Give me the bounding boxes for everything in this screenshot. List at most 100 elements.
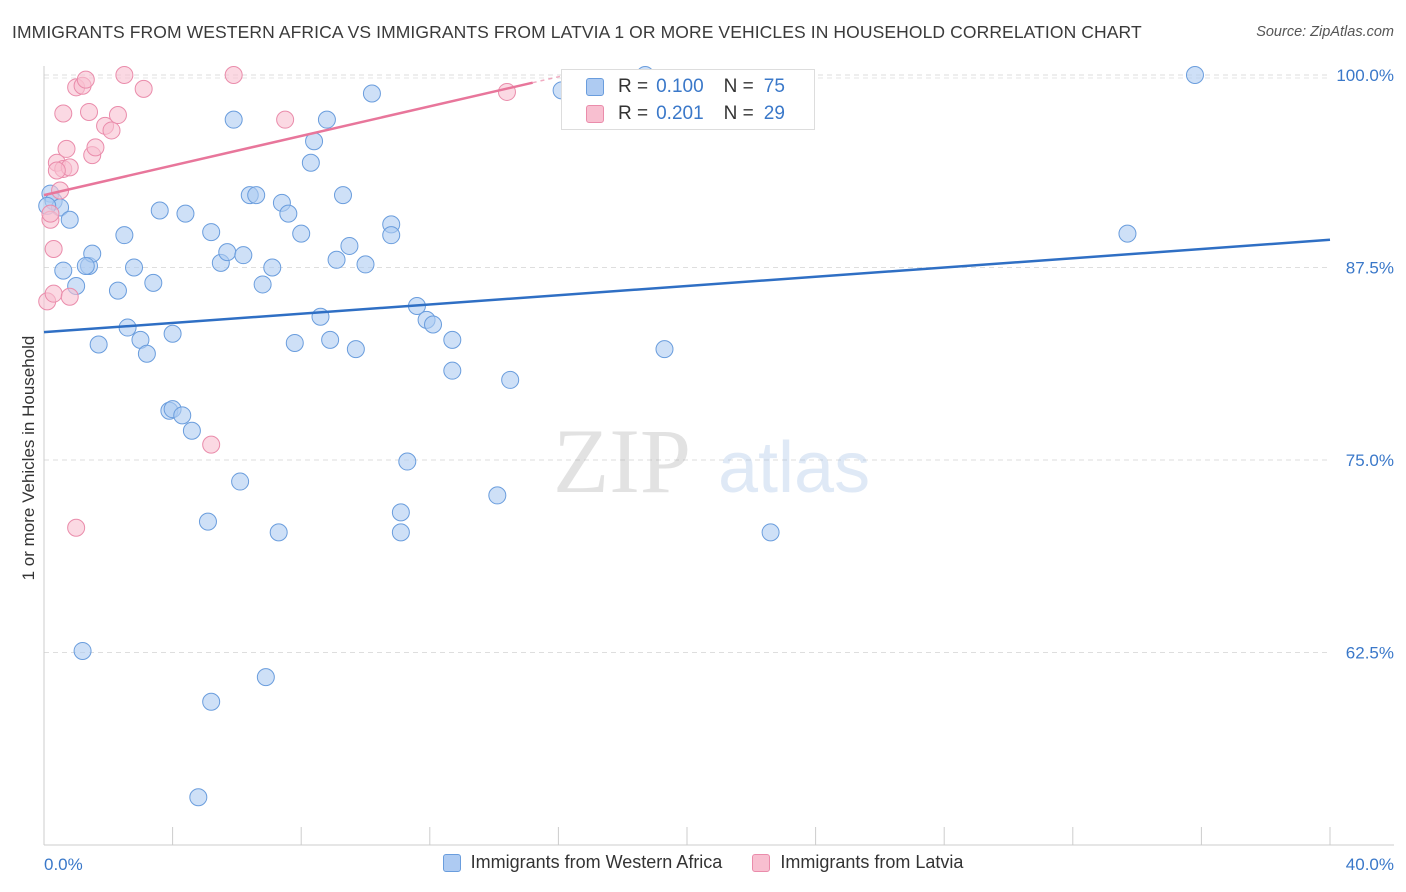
n-label: N = [723, 76, 754, 97]
point-latvia [67, 518, 86, 537]
trend-latvia [43, 81, 533, 197]
point-western-africa [231, 472, 250, 491]
point-western-africa [125, 258, 144, 277]
latvia-legend-swatch [752, 853, 771, 872]
point-latvia [44, 284, 63, 303]
y-tick-label: 87.5% [1346, 259, 1394, 278]
point-western-africa [321, 330, 340, 349]
point-latvia [108, 106, 127, 125]
series-legend: Immigrants from Western Africa Immigrant… [0, 852, 1406, 873]
point-western-africa [224, 110, 243, 129]
point-western-africa [655, 340, 674, 359]
point-western-africa [317, 110, 336, 129]
point-western-africa [73, 641, 92, 660]
legend-label-latvia: Immigrants from Latvia [780, 852, 964, 872]
point-western-africa [285, 333, 304, 352]
point-latvia [202, 435, 221, 454]
point-western-africa [1185, 66, 1204, 84]
point-latvia [276, 110, 295, 129]
point-latvia [60, 287, 79, 306]
point-western-africa [279, 204, 298, 223]
point-western-africa [218, 243, 237, 262]
point-latvia [44, 240, 63, 259]
x-tick-label-min: 0.0% [44, 855, 83, 874]
point-western-africa [202, 223, 221, 242]
point-western-africa [108, 281, 127, 300]
point-latvia [80, 102, 99, 121]
legend-label-western-africa: Immigrants from Western Africa [470, 852, 723, 872]
source-note: Source: ZipAtlas.com [1256, 24, 1394, 40]
point-western-africa [60, 210, 79, 229]
point-western-africa [356, 255, 375, 274]
chart-title: IMMIGRANTS FROM WESTERN AFRICA VS IMMIGR… [12, 22, 1142, 42]
point-latvia [115, 66, 134, 84]
x-tick-label-max: 40.0% [1346, 855, 1394, 874]
point-western-africa [391, 503, 410, 522]
watermark-atlas: atlas [718, 428, 870, 508]
n-value-western-africa: 75 [763, 76, 785, 97]
y-tick-label: 62.5% [1346, 644, 1394, 663]
r-value-western-africa: 0.100 [656, 76, 704, 97]
point-western-africa [115, 226, 134, 245]
trend-western-africa [43, 238, 1331, 334]
point-western-africa [327, 250, 346, 269]
point-western-africa [182, 421, 201, 440]
point-western-africa [362, 84, 381, 103]
n-label: N = [723, 103, 754, 124]
point-western-africa [346, 340, 365, 359]
legend-item-latvia[interactable]: Immigrants from Latvia [752, 852, 963, 873]
point-western-africa [54, 261, 73, 280]
r-value-latvia: 0.201 [656, 103, 704, 124]
watermark-zip: ZIP [553, 410, 691, 512]
point-western-africa [301, 153, 320, 172]
point-western-africa [443, 361, 462, 380]
point-western-africa [189, 788, 208, 807]
point-western-africa [424, 315, 443, 334]
r-label: R = [618, 103, 649, 124]
point-western-africa [150, 201, 169, 220]
point-western-africa [176, 204, 195, 223]
trend-latvia-extension [532, 73, 569, 84]
point-western-africa [234, 246, 253, 265]
point-western-africa [382, 226, 401, 245]
western-africa-legend-swatch [442, 853, 461, 872]
point-latvia [224, 66, 243, 84]
point-latvia [47, 161, 66, 180]
point-western-africa [137, 344, 156, 363]
point-western-africa [144, 273, 163, 292]
stats-row-western-africa: R = 0.100 N = 75 [586, 75, 785, 99]
point-western-africa [256, 668, 275, 687]
latvia-swatch [586, 105, 604, 123]
point-western-africa [247, 186, 266, 205]
point-latvia [76, 70, 95, 89]
point-western-africa [1118, 224, 1137, 243]
point-western-africa [340, 236, 359, 255]
y-axis-label: 1 or more Vehicles in Household [19, 336, 38, 581]
point-western-africa [761, 523, 780, 542]
point-western-africa [76, 256, 95, 275]
point-western-africa [89, 335, 108, 354]
point-latvia [102, 121, 121, 140]
n-value-latvia: 29 [763, 103, 785, 124]
legend-item-western-africa[interactable]: Immigrants from Western Africa [442, 852, 723, 873]
point-western-africa [443, 330, 462, 349]
point-latvia [54, 104, 73, 123]
point-western-africa [202, 692, 221, 711]
stats-row-latvia: R = 0.201 N = 29 [586, 102, 785, 126]
point-western-africa [333, 186, 352, 205]
point-western-africa [398, 452, 417, 471]
point-western-africa [292, 224, 311, 243]
point-latvia [41, 204, 60, 223]
point-western-africa [198, 512, 217, 531]
y-tick-label: 100.0% [1336, 66, 1394, 85]
y-tick-label: 75.0% [1346, 451, 1394, 470]
point-latvia [134, 79, 153, 98]
point-western-africa [253, 275, 272, 294]
stats-legend: R = 0.100 N = 75 R = 0.201 N = 29 [561, 69, 815, 130]
point-western-africa [173, 406, 192, 425]
point-western-africa [269, 523, 288, 542]
point-western-africa [163, 324, 182, 343]
point-latvia [86, 138, 105, 157]
point-western-africa [501, 370, 520, 389]
